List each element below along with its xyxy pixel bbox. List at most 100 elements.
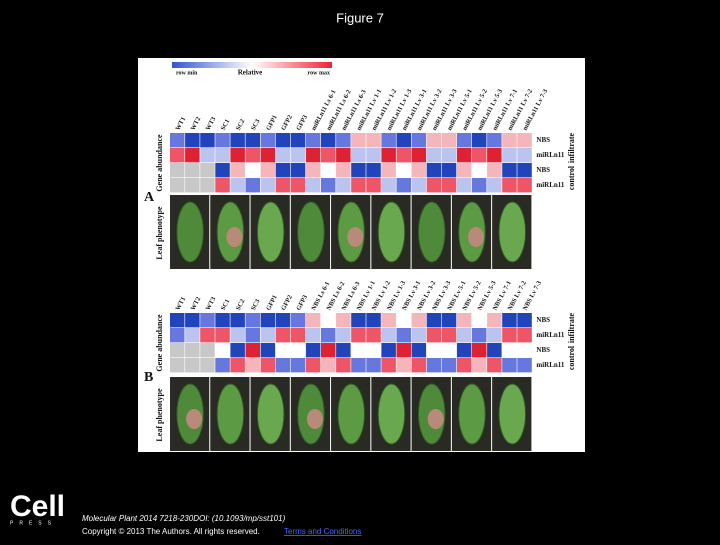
heatmap-cell <box>200 133 215 148</box>
heatmap-cell <box>472 313 487 328</box>
heatmap-cell <box>487 328 502 343</box>
heatmap-cell <box>517 328 532 343</box>
heatmap-cell <box>290 358 306 373</box>
row-label: miRLn11 <box>536 181 565 189</box>
heatmap-cell <box>185 178 200 193</box>
heatmap-cell <box>321 178 336 193</box>
heatmap-cell <box>260 313 276 328</box>
heatmap-cell <box>472 328 487 343</box>
heatmap-cell <box>290 148 306 163</box>
lesion <box>347 227 364 247</box>
heatmap-cell <box>200 313 215 328</box>
heatmap-cell <box>275 313 291 328</box>
heatmap-cell <box>396 178 411 193</box>
heatmap-cell <box>336 178 351 193</box>
heatmap-cell <box>305 133 321 148</box>
heatmap-cell <box>411 358 427 373</box>
side-label: Leaf phenotype <box>155 388 164 442</box>
heatmap-cell <box>170 313 185 328</box>
terms-link[interactable]: Terms and Conditions <box>284 527 361 536</box>
heatmap-cell <box>275 133 291 148</box>
heatmap-cell <box>215 343 230 358</box>
group-label: infiltrate <box>567 312 576 343</box>
heatmap-cell <box>321 133 336 148</box>
legend-min: row min <box>176 70 198 76</box>
heatmap-cell <box>260 358 276 373</box>
heatmap-cell <box>426 148 442 163</box>
legend-gradient <box>172 62 332 68</box>
heatmap-cell <box>290 313 306 328</box>
heatmap-cell <box>426 313 442 328</box>
heatmap-cell <box>170 328 185 343</box>
heatmap-cell <box>351 163 366 178</box>
heatmap-cell <box>381 148 396 163</box>
heatmap-cell <box>351 148 366 163</box>
row-label: miRLn11 <box>536 361 565 369</box>
heatmap-cell <box>336 313 351 328</box>
heatmap-cell <box>215 163 230 178</box>
heatmap-cell <box>411 133 427 148</box>
heatmap-cell <box>472 343 487 358</box>
panel-letter: A <box>144 190 155 205</box>
heatmap-cell <box>215 358 230 373</box>
heatmap-cell <box>472 358 487 373</box>
heatmap-cell <box>487 313 502 328</box>
lesion <box>186 409 203 429</box>
heatmap-cell <box>426 343 442 358</box>
heatmap-cell <box>517 148 532 163</box>
copyright: Copyright © 2013 The Authors. All rights… <box>82 527 260 536</box>
heatmap-cell <box>502 178 517 193</box>
heatmap-cell <box>260 178 276 193</box>
heatmap-cell <box>215 178 230 193</box>
heatmap-cell <box>411 343 427 358</box>
heatmap-cell <box>366 313 381 328</box>
panel-letter: B <box>144 370 153 385</box>
column-label: SC1 <box>220 298 232 311</box>
heatmap-cell <box>487 358 502 373</box>
heatmap-cell <box>245 133 260 148</box>
citation: Molecular Plant 2014 7218-230DOI: (10.10… <box>82 514 286 523</box>
column-label: SC3 <box>250 297 262 311</box>
heatmap-cell <box>321 313 336 328</box>
heatmap-cell <box>305 178 321 193</box>
heatmap-cell <box>215 313 230 328</box>
heatmap-cell <box>336 343 351 358</box>
heatmap-cell <box>230 148 245 163</box>
row-label: miRLn11 <box>536 331 565 339</box>
heatmap-cell <box>411 328 427 343</box>
heatmap-cell <box>200 343 215 358</box>
heatmap-cell <box>441 343 457 358</box>
heatmap-cell <box>170 358 185 373</box>
heatmap-cell <box>275 163 291 178</box>
heatmap-cell <box>170 163 185 178</box>
heatmap-cell <box>517 313 532 328</box>
heatmap-cell <box>441 313 457 328</box>
heatmap-cell <box>502 163 517 178</box>
heatmap-cell <box>472 178 487 193</box>
lesion <box>226 227 243 247</box>
heatmap-cell <box>456 313 472 328</box>
heatmap-cell <box>321 358 336 373</box>
heatmap-cell <box>245 328 260 343</box>
leaf <box>256 201 285 263</box>
row-label: NBS <box>536 346 550 354</box>
heatmap-cell <box>366 328 381 343</box>
heatmap-cell <box>260 343 276 358</box>
heatmap-cell <box>381 178 396 193</box>
heatmap-cell <box>275 343 291 358</box>
heatmap-cell <box>336 328 351 343</box>
heatmap-cell <box>351 328 366 343</box>
heatmap-cell <box>336 163 351 178</box>
heatmap-cell <box>290 343 306 358</box>
heatmap-cell <box>502 328 517 343</box>
column-label: SC2 <box>235 298 247 311</box>
heatmap-cell <box>366 148 381 163</box>
heatmap-cell <box>426 163 442 178</box>
heatmap-cell <box>396 313 411 328</box>
heatmap-cell <box>381 163 396 178</box>
heatmap-cell <box>290 328 306 343</box>
group-label: control <box>567 165 576 190</box>
heatmap-cell <box>351 358 366 373</box>
heatmap-cell <box>441 358 457 373</box>
